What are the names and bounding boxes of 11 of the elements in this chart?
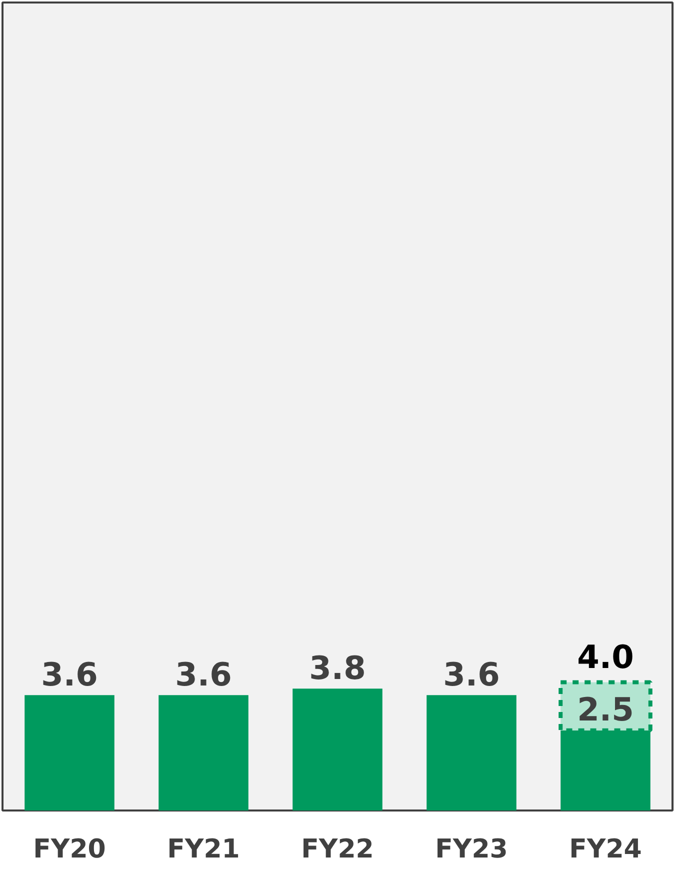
data-label: 3.8 <box>309 649 366 688</box>
data-label: 2.5 <box>577 690 634 729</box>
data-label: 3.6 <box>41 655 98 694</box>
data-label: 3.6 <box>443 655 500 694</box>
data-label: 3.6 <box>175 655 232 694</box>
x-tick-label: FY21 <box>167 834 240 864</box>
x-tick-label: FY23 <box>435 834 508 864</box>
x-tick-label: FY22 <box>301 834 374 864</box>
x-tick-label: FY24 <box>569 834 642 864</box>
x-tick-label: FY20 <box>33 834 106 864</box>
total-label: 4.0 <box>577 638 634 676</box>
